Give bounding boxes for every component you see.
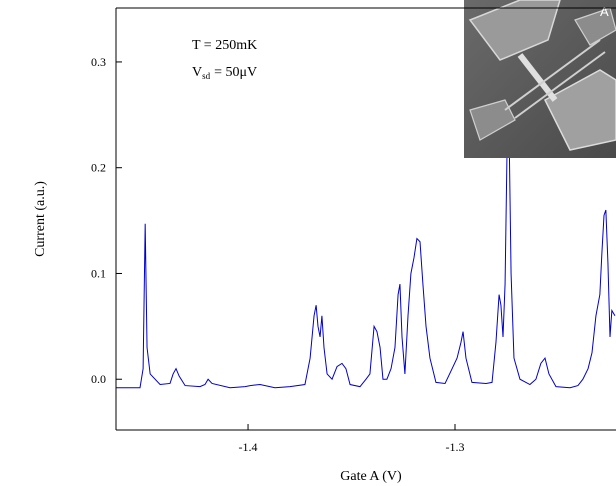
x-axis-label: Gate A (V) — [340, 469, 402, 484]
plot-area — [116, 125, 616, 389]
annotation: Vsd = 50μV — [192, 65, 257, 81]
data-line — [116, 125, 616, 389]
x-tick-label: -1.4 — [239, 440, 258, 454]
y-tick-label: 0.2 — [91, 161, 106, 175]
annotation-part: V — [192, 65, 202, 80]
inset-label: A — [600, 4, 609, 19]
x-tick-label: -1.3 — [445, 440, 464, 454]
y-tick-label: 0.3 — [91, 55, 106, 69]
y-tick-label: 0.1 — [91, 266, 106, 280]
annotation-part: = 50μV — [214, 65, 257, 80]
annotation: T = 250mK — [192, 38, 257, 53]
annotation-subscript: sd — [202, 71, 211, 81]
y-tick-label: 0.0 — [91, 372, 106, 386]
y-axis-label: Current (a.u.) — [33, 181, 48, 257]
inset-image: A — [464, 0, 616, 158]
